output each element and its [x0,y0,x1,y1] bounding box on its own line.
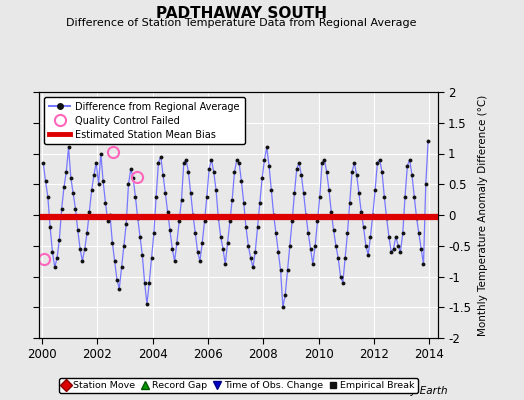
Text: Difference of Station Temperature Data from Regional Average: Difference of Station Temperature Data f… [66,18,416,28]
Text: PADTHAWAY SOUTH: PADTHAWAY SOUTH [156,6,326,21]
Y-axis label: Monthly Temperature Anomaly Difference (°C): Monthly Temperature Anomaly Difference (… [478,94,488,336]
Legend: Difference from Regional Average, Quality Control Failed, Estimated Station Mean: Difference from Regional Average, Qualit… [44,97,245,144]
Legend: Station Move, Record Gap, Time of Obs. Change, Empirical Break: Station Move, Record Gap, Time of Obs. C… [59,378,418,393]
Text: Berkeley Earth: Berkeley Earth [372,386,448,396]
